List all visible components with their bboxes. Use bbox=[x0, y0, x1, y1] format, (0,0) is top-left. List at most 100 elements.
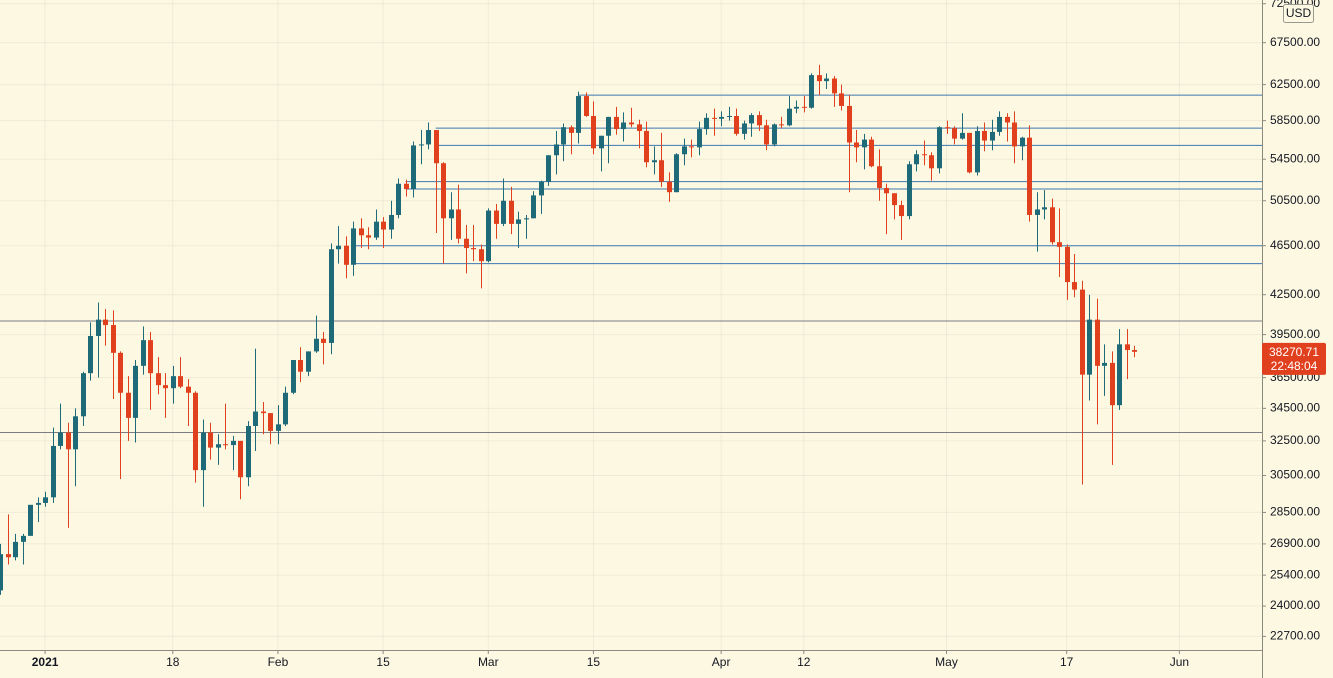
x-tick-label: Jun bbox=[1170, 655, 1189, 669]
y-tick-label: 42500.00 bbox=[1270, 287, 1320, 301]
candle-body bbox=[719, 116, 724, 119]
candle-body bbox=[96, 319, 101, 336]
x-tick-label: Apr bbox=[712, 655, 731, 669]
candle-body bbox=[321, 338, 326, 343]
candle-body bbox=[772, 124, 777, 145]
candle-body bbox=[329, 249, 334, 343]
candle-body bbox=[133, 365, 138, 418]
candle-body bbox=[569, 127, 574, 133]
candle-body bbox=[1057, 242, 1062, 247]
candle-body bbox=[922, 154, 927, 156]
candle-body bbox=[471, 248, 476, 250]
y-tick-label: 25400.00 bbox=[1270, 567, 1320, 581]
candle-body bbox=[697, 129, 702, 148]
candle-body bbox=[36, 502, 41, 505]
candle-body bbox=[674, 154, 679, 193]
candle-body bbox=[1095, 319, 1100, 366]
candle-body bbox=[1102, 362, 1107, 366]
candle-body bbox=[494, 210, 499, 224]
candle-body bbox=[914, 154, 919, 165]
x-tick-label: Mar bbox=[478, 655, 499, 669]
x-tick-label: 12 bbox=[797, 655, 811, 669]
candle-body bbox=[629, 122, 634, 125]
x-tick-label: 18 bbox=[166, 655, 180, 669]
x-tick-label: May bbox=[935, 655, 958, 669]
candle-body bbox=[449, 209, 454, 219]
y-tick-label: 32500.00 bbox=[1270, 433, 1320, 447]
candle-body bbox=[652, 160, 657, 163]
candle-body bbox=[982, 130, 987, 141]
candle-body bbox=[456, 209, 461, 239]
candle-body bbox=[561, 127, 566, 145]
candle-body bbox=[757, 115, 762, 126]
candle-body bbox=[862, 139, 867, 148]
y-tick-label: 22700.00 bbox=[1270, 629, 1320, 643]
candle-body bbox=[171, 376, 176, 389]
y-tick-label: 26900.00 bbox=[1270, 536, 1320, 550]
candle-body bbox=[0, 554, 3, 591]
candle-body bbox=[66, 432, 71, 450]
candle-body bbox=[554, 144, 559, 156]
candle-body bbox=[832, 78, 837, 94]
candle-body bbox=[88, 335, 93, 374]
y-tick-label: 39500.00 bbox=[1270, 327, 1320, 341]
y-tick-label: 62500.00 bbox=[1270, 77, 1320, 91]
candle-body bbox=[404, 183, 409, 190]
candle-body bbox=[802, 106, 807, 108]
candle-body bbox=[156, 373, 161, 386]
candle-body bbox=[576, 96, 581, 133]
x-tick-label: 17 bbox=[1060, 655, 1074, 669]
candle-body bbox=[884, 187, 889, 194]
candle-body bbox=[524, 218, 529, 220]
candle-body bbox=[464, 238, 469, 249]
candle-body bbox=[997, 116, 1002, 132]
candle-body bbox=[637, 124, 642, 131]
candle-body bbox=[28, 504, 33, 536]
candle-body bbox=[899, 205, 904, 217]
candle-body bbox=[659, 160, 664, 182]
candle-body bbox=[193, 392, 198, 471]
price-label-box bbox=[1262, 342, 1326, 375]
candle-body bbox=[344, 245, 349, 265]
candle-body bbox=[869, 139, 874, 167]
candle-body bbox=[111, 325, 116, 353]
candle-body bbox=[426, 130, 431, 145]
candle-body bbox=[779, 124, 784, 126]
candle-body bbox=[283, 392, 288, 425]
candle-body bbox=[126, 392, 131, 418]
candle-body bbox=[238, 440, 243, 478]
candle-body bbox=[434, 130, 439, 164]
candle-body bbox=[501, 200, 506, 224]
candle-body bbox=[103, 319, 108, 326]
candle-body bbox=[990, 131, 995, 141]
candle-body bbox=[794, 106, 799, 109]
candle-body bbox=[689, 146, 694, 148]
candle-body bbox=[847, 105, 852, 143]
candle-body bbox=[148, 340, 153, 374]
candle-body bbox=[606, 116, 611, 136]
candle-body bbox=[516, 219, 521, 224]
y-tick-label: 30500.00 bbox=[1270, 468, 1320, 482]
y-tick-label: 58500.00 bbox=[1270, 113, 1320, 127]
candle-body bbox=[441, 163, 446, 219]
candle-body bbox=[253, 411, 258, 426]
candle-body bbox=[967, 132, 972, 173]
candle-body bbox=[374, 221, 379, 238]
candle-body bbox=[1087, 319, 1092, 375]
candle-body bbox=[1005, 116, 1010, 123]
candle-body bbox=[892, 193, 897, 206]
candle-body bbox=[298, 360, 303, 372]
candle-body bbox=[960, 132, 965, 139]
candle-body bbox=[479, 249, 484, 262]
candle-body bbox=[531, 195, 536, 219]
candle-body bbox=[141, 340, 146, 366]
x-tick-label: 15 bbox=[587, 655, 601, 669]
candle-body bbox=[667, 181, 672, 193]
candle-body bbox=[734, 116, 739, 134]
candle-body bbox=[276, 424, 281, 431]
candle-body bbox=[58, 432, 63, 446]
candle-body bbox=[937, 127, 942, 169]
candle-body bbox=[1020, 137, 1025, 147]
